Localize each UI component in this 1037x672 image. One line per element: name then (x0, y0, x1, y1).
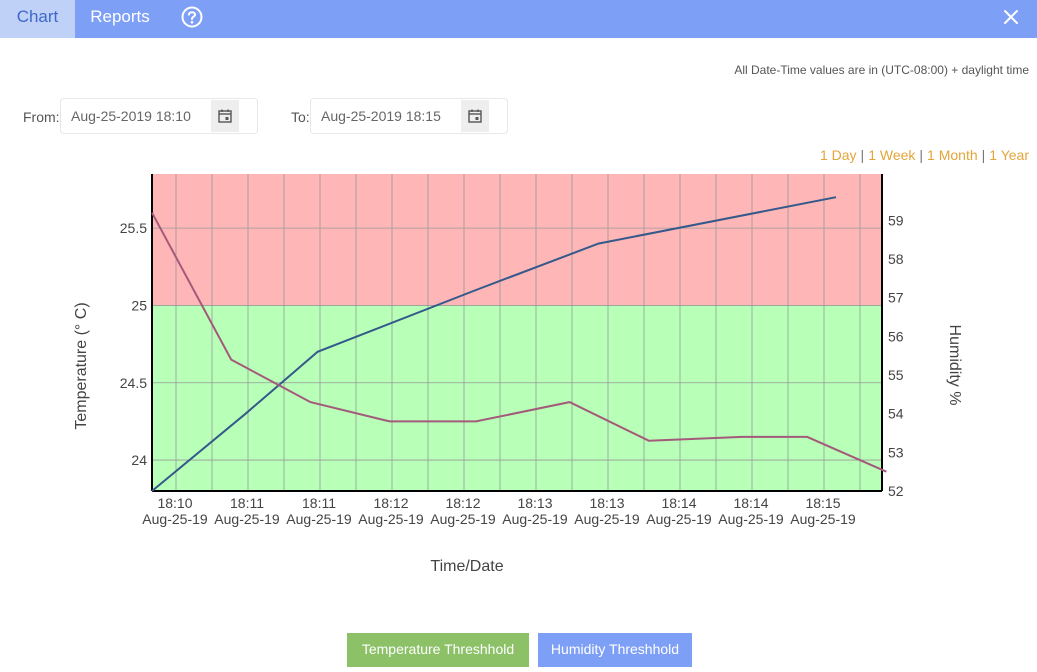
y2-tick-label: 55 (888, 367, 904, 383)
x-tick-date-label: Aug-25-19 (718, 511, 784, 527)
from-date-field (60, 98, 258, 134)
to-date-field (310, 98, 508, 134)
range-separator: | (981, 147, 986, 163)
x-tick-date-label: Aug-25-19 (574, 511, 640, 527)
range-links: 1 Day | 1 Week | 1 Month | 1 Year (820, 147, 1029, 163)
y2-tick-label: 58 (888, 251, 904, 267)
y2-tick-label: 52 (888, 483, 904, 499)
y-tick-label: 24.5 (120, 375, 147, 391)
range-link-1-month[interactable]: 1 Month (927, 147, 978, 163)
x-tick-time-label: 18:13 (589, 495, 624, 511)
help-circle-icon[interactable] (181, 6, 203, 28)
close-icon[interactable] (1001, 7, 1021, 27)
temperature-series-line (151, 196, 837, 492)
y2-tick-label: 59 (888, 212, 904, 228)
x-tick-time-label: 18:15 (805, 495, 840, 511)
threshold-below-band (152, 305, 882, 491)
top-bar: Chart Reports (0, 0, 1037, 38)
x-tick-date-label: Aug-25-19 (790, 511, 856, 527)
x-tick-time-label: 18:13 (517, 495, 552, 511)
y-tick-label: 25.5 (120, 220, 147, 236)
temperature-humidity-chart: 2424.52525.5525354555657585918:10Aug-25-… (73, 174, 963, 575)
x-tick-time-label: 18:12 (445, 495, 480, 511)
x-axis-title: Time/Date (430, 558, 503, 575)
x-tick-date-label: Aug-25-19 (646, 511, 712, 527)
humidity-series-line (151, 212, 887, 473)
y-tick-label: 24 (131, 452, 147, 468)
x-tick-date-label: Aug-25-19 (214, 511, 280, 527)
y-axis-title: Temperature (° C) (73, 302, 90, 429)
from-date-input[interactable] (61, 99, 221, 133)
to-label: To: (291, 109, 310, 125)
from-label: From: (23, 109, 60, 125)
calendar-icon (468, 109, 482, 123)
range-link-1-week[interactable]: 1 Week (868, 147, 916, 163)
range-link-1-day[interactable]: 1 Day (819, 147, 857, 163)
x-tick-date-label: Aug-25-19 (430, 511, 496, 527)
y2-tick-label: 56 (888, 328, 904, 344)
calendar-icon (218, 109, 232, 123)
to-calendar-button[interactable] (461, 100, 489, 132)
x-tick-date-label: Aug-25-19 (142, 511, 208, 527)
tab-reports[interactable]: Reports (90, 7, 150, 26)
x-tick-time-label: 18:12 (373, 495, 408, 511)
x-tick-time-label: 18:10 (157, 495, 192, 511)
temperature-threshold-button[interactable]: Temperature Threshhold (347, 633, 529, 667)
y2-tick-label: 54 (888, 406, 904, 422)
x-tick-time-label: 18:14 (661, 495, 696, 511)
humidity-threshold-button[interactable]: Humidity Threshhold (538, 633, 692, 667)
x-tick-time-label: 18:11 (302, 495, 336, 511)
x-tick-date-label: Aug-25-19 (286, 511, 352, 527)
range-separator: | (919, 147, 924, 163)
from-calendar-button[interactable] (211, 100, 239, 132)
y2-tick-label: 53 (888, 444, 904, 460)
threshold-above-band (152, 174, 882, 306)
range-separator: | (860, 147, 865, 163)
to-date-input[interactable] (311, 99, 471, 133)
x-tick-date-label: Aug-25-19 (358, 511, 424, 527)
range-link-1-year[interactable]: 1 Year (989, 147, 1029, 163)
y-tick-label: 25 (131, 297, 147, 313)
timezone-note: All Date-Time values are in (UTC-08:00) … (734, 63, 1029, 77)
x-tick-date-label: Aug-25-19 (502, 511, 568, 527)
x-tick-time-label: 18:14 (733, 495, 768, 511)
y2-tick-label: 57 (888, 290, 904, 306)
y2-axis-title: Humidity % (946, 325, 963, 406)
tab-chart[interactable]: Chart (0, 0, 75, 38)
x-tick-time-label: 18:11 (230, 495, 264, 511)
